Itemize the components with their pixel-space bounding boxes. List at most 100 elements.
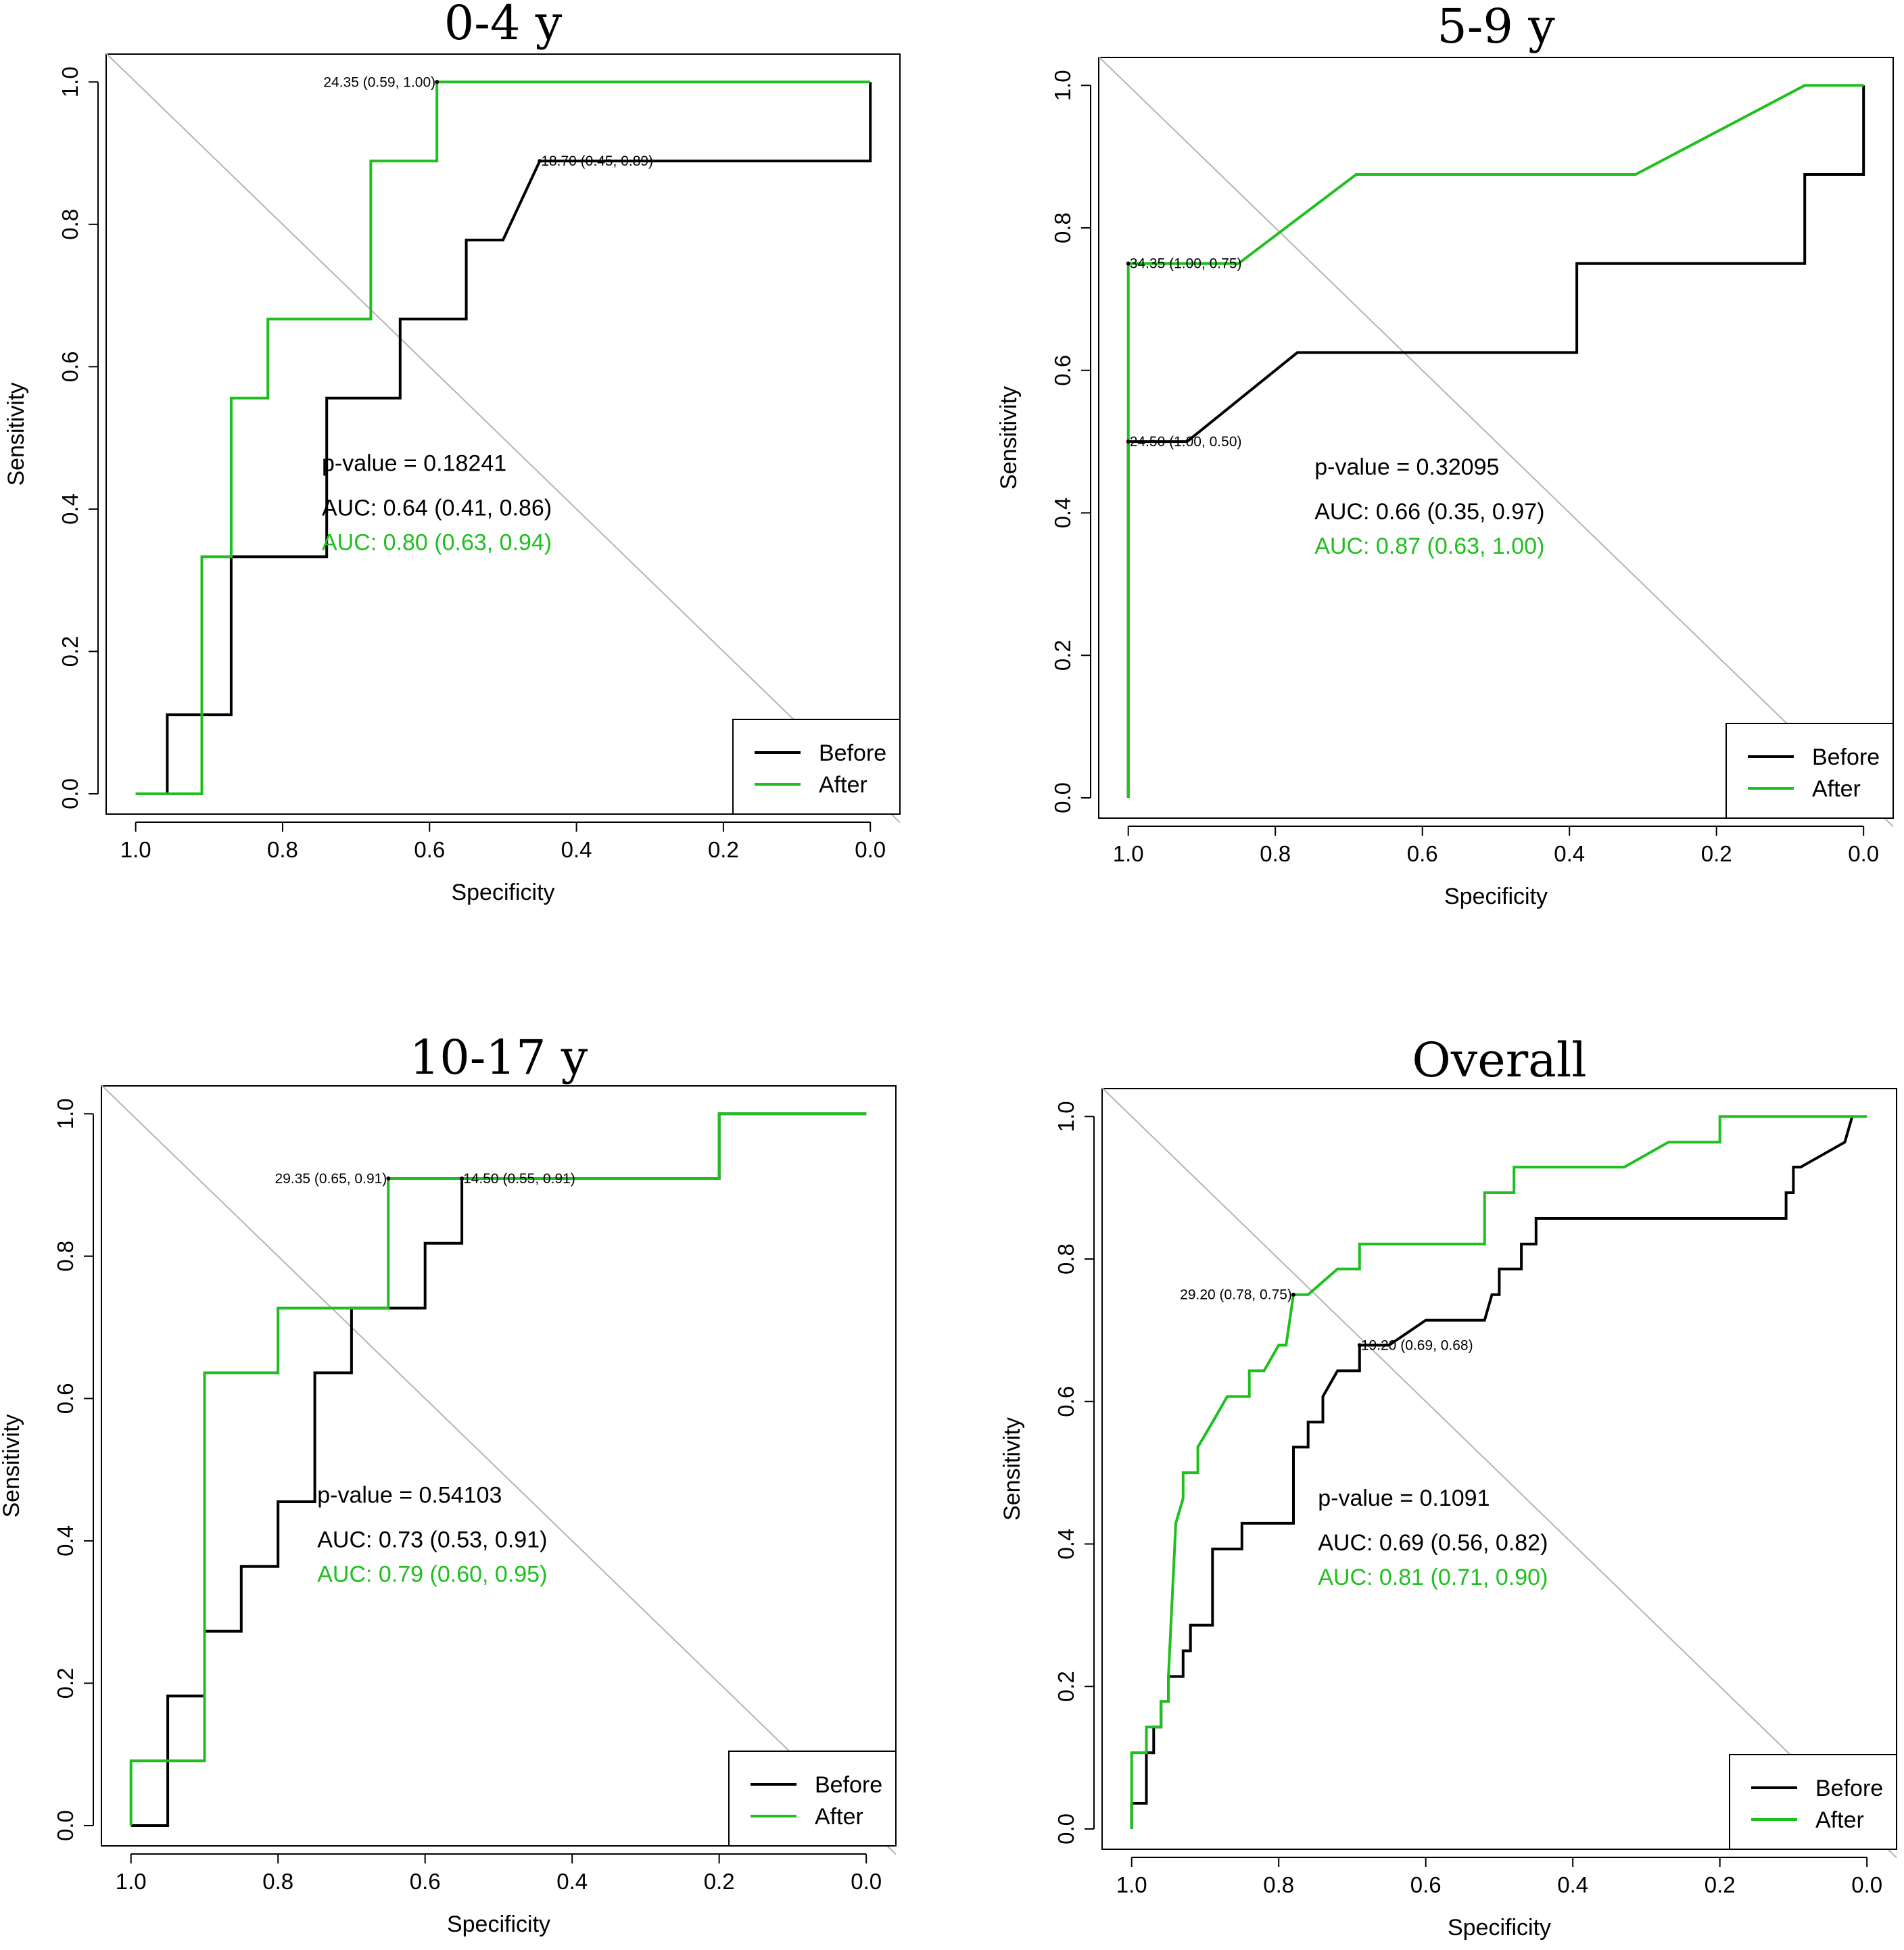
legend-label-after: After — [819, 772, 867, 798]
legend-label-after: After — [1815, 1807, 1864, 1833]
roc-curve-before — [1130, 1116, 1854, 1829]
x-axis-label: Specificity — [1448, 1915, 1551, 1941]
x-tick-label: 0.4 — [561, 837, 592, 862]
y-tick-label: 0.8 — [57, 209, 82, 240]
x-tick-label: 1.0 — [1116, 1872, 1147, 1897]
x-tick-label: 0.0 — [855, 837, 886, 862]
y-tick-label: 0.0 — [1053, 1813, 1078, 1845]
roc-panel-2: 5-9 y 1.0 0.8 0.6 0.4 0.2 0.0 Specificity 0.0 0.2… — [996, 0, 1894, 909]
auc-after-text: AUC: 0.80 (0.63, 0.94) — [322, 530, 552, 556]
y-axis-label: Sensitivity — [3, 382, 29, 485]
reference-diagonal — [1101, 1087, 1897, 1859]
threshold-point — [460, 1176, 465, 1181]
threshold-label: 14.50 (0.55, 0.91) — [463, 1171, 575, 1187]
roc-curve-after — [1130, 1115, 1867, 1829]
roc-curve-after — [129, 1112, 867, 1826]
y-tick-label: 0.6 — [53, 1383, 78, 1414]
auc-after-text: AUC: 0.87 (0.63, 1.00) — [1314, 533, 1544, 559]
x-tick-label: 0.2 — [704, 1869, 735, 1894]
threshold-point — [435, 80, 439, 85]
y-tick-label: 0.2 — [1053, 1671, 1078, 1702]
x-tick-label: 0.8 — [262, 1869, 293, 1894]
x-tick-label: 0.8 — [1263, 1872, 1294, 1897]
x-tick-label: 0.6 — [410, 1869, 441, 1894]
legend-label-before: Before — [815, 1772, 882, 1798]
legend-box — [732, 719, 901, 815]
y-tick-label: 0.0 — [1050, 782, 1075, 813]
roc-curve-before — [135, 82, 872, 795]
legend-label-before: Before — [1815, 1776, 1883, 1801]
y-tick-label: 0.2 — [53, 1668, 78, 1699]
threshold-label: 29.20 (0.78, 0.75) — [1180, 1287, 1292, 1303]
x-tick-label: 0.4 — [1554, 841, 1585, 866]
threshold-label: 19.20 (0.69, 0.68) — [1361, 1338, 1473, 1354]
y-tick-label: 0.4 — [1053, 1529, 1078, 1560]
chart-title: 5-9 y — [1437, 0, 1555, 54]
x-tick-label: 0.6 — [1410, 1872, 1442, 1897]
p-value-text: p-value = 0.18241 — [322, 451, 506, 477]
y-tick-label: 0.8 — [1050, 212, 1075, 243]
y-tick-label: 1.0 — [57, 66, 82, 97]
x-axis-label: Specificity — [447, 1911, 550, 1937]
legend: Before After — [1726, 723, 1894, 819]
threshold-point — [1126, 439, 1130, 444]
roc-panel-3: 10-17 y 1.0 0.8 0.6 0.4 0.2 0.0 Specificity 0.0 0… — [0, 1030, 897, 1937]
x-tick-label: 1.0 — [1113, 841, 1144, 866]
y-tick-label: 0.6 — [1053, 1386, 1078, 1417]
legend-box — [728, 1751, 897, 1847]
x-tick-label: 0.6 — [414, 837, 445, 862]
y-tick-label: 1.0 — [1053, 1101, 1078, 1132]
y-tick-label: 0.0 — [57, 778, 82, 809]
x-axis-label: Specificity — [451, 880, 554, 905]
threshold-label: 24.35 (0.59, 1.00) — [323, 74, 435, 90]
x-tick-label: 0.4 — [556, 1869, 588, 1894]
y-tick-label: 0.6 — [57, 351, 82, 382]
x-tick-label: 0.2 — [1701, 841, 1732, 866]
x-tick-label: 1.0 — [120, 837, 151, 862]
reference-diagonal — [105, 53, 901, 824]
y-tick-label: 0.2 — [1050, 640, 1075, 671]
auc-before-text: AUC: 0.69 (0.56, 0.82) — [1318, 1530, 1548, 1556]
y-tick-label: 1.0 — [1050, 70, 1075, 101]
legend: Before After — [1729, 1754, 1897, 1850]
plot-frame — [1101, 1088, 1897, 1850]
chart-title: Overall — [1412, 1032, 1586, 1088]
threshold-point — [538, 159, 542, 164]
legend: Before After — [728, 1751, 897, 1847]
roc-panel-1: 0-4 y 1.0 0.8 0.6 0.4 0.2 0.0 Specificity 0.0 0.2… — [3, 0, 901, 905]
x-tick-label: 0.8 — [267, 837, 298, 862]
roc-curve-after — [135, 80, 871, 795]
threshold-label: 18.70 (0.45, 0.89) — [541, 153, 653, 169]
x-tick-label: 0.4 — [1557, 1872, 1588, 1897]
legend-label-before: Before — [819, 740, 886, 766]
roc-panel-4: Overall 1.0 0.8 0.6 0.4 0.2 0.0 Specificity 0.0 0… — [999, 1032, 1897, 1941]
auc-after-text: AUC: 0.79 (0.60, 0.95) — [317, 1562, 547, 1588]
y-axis-label: Sensitivity — [996, 386, 1022, 490]
y-tick-label: 0.8 — [53, 1241, 78, 1272]
legend-box — [1729, 1754, 1897, 1850]
chart-title: 0-4 y — [444, 0, 563, 51]
x-tick-label: 0.0 — [1851, 1872, 1882, 1897]
plot-frame — [105, 53, 901, 815]
y-tick-label: 1.0 — [53, 1098, 78, 1129]
x-tick-label: 0.0 — [1848, 841, 1879, 866]
y-tick-label: 0.8 — [1053, 1243, 1078, 1275]
legend-box — [1726, 723, 1894, 819]
x-tick-label: 0.8 — [1260, 841, 1291, 866]
reference-diagonal — [1098, 56, 1894, 828]
reference-diagonal — [101, 1085, 897, 1855]
threshold-label: 24.50 (1.00, 0.50) — [1130, 434, 1242, 450]
p-value-text: p-value = 0.32095 — [1314, 454, 1499, 480]
roc-curve-before — [1126, 85, 1865, 798]
chart-title: 10-17 y — [410, 1030, 588, 1085]
plot-frame — [1098, 57, 1894, 819]
y-tick-label: 0.2 — [57, 636, 82, 667]
x-tick-label: 0.2 — [708, 837, 739, 862]
threshold-point — [386, 1176, 391, 1181]
legend: Before After — [732, 719, 901, 815]
legend-label-after: After — [815, 1804, 863, 1830]
legend-label-before: Before — [1812, 744, 1880, 770]
p-value-text: p-value = 0.54103 — [317, 1483, 502, 1508]
y-tick-label: 0.4 — [1050, 498, 1075, 529]
